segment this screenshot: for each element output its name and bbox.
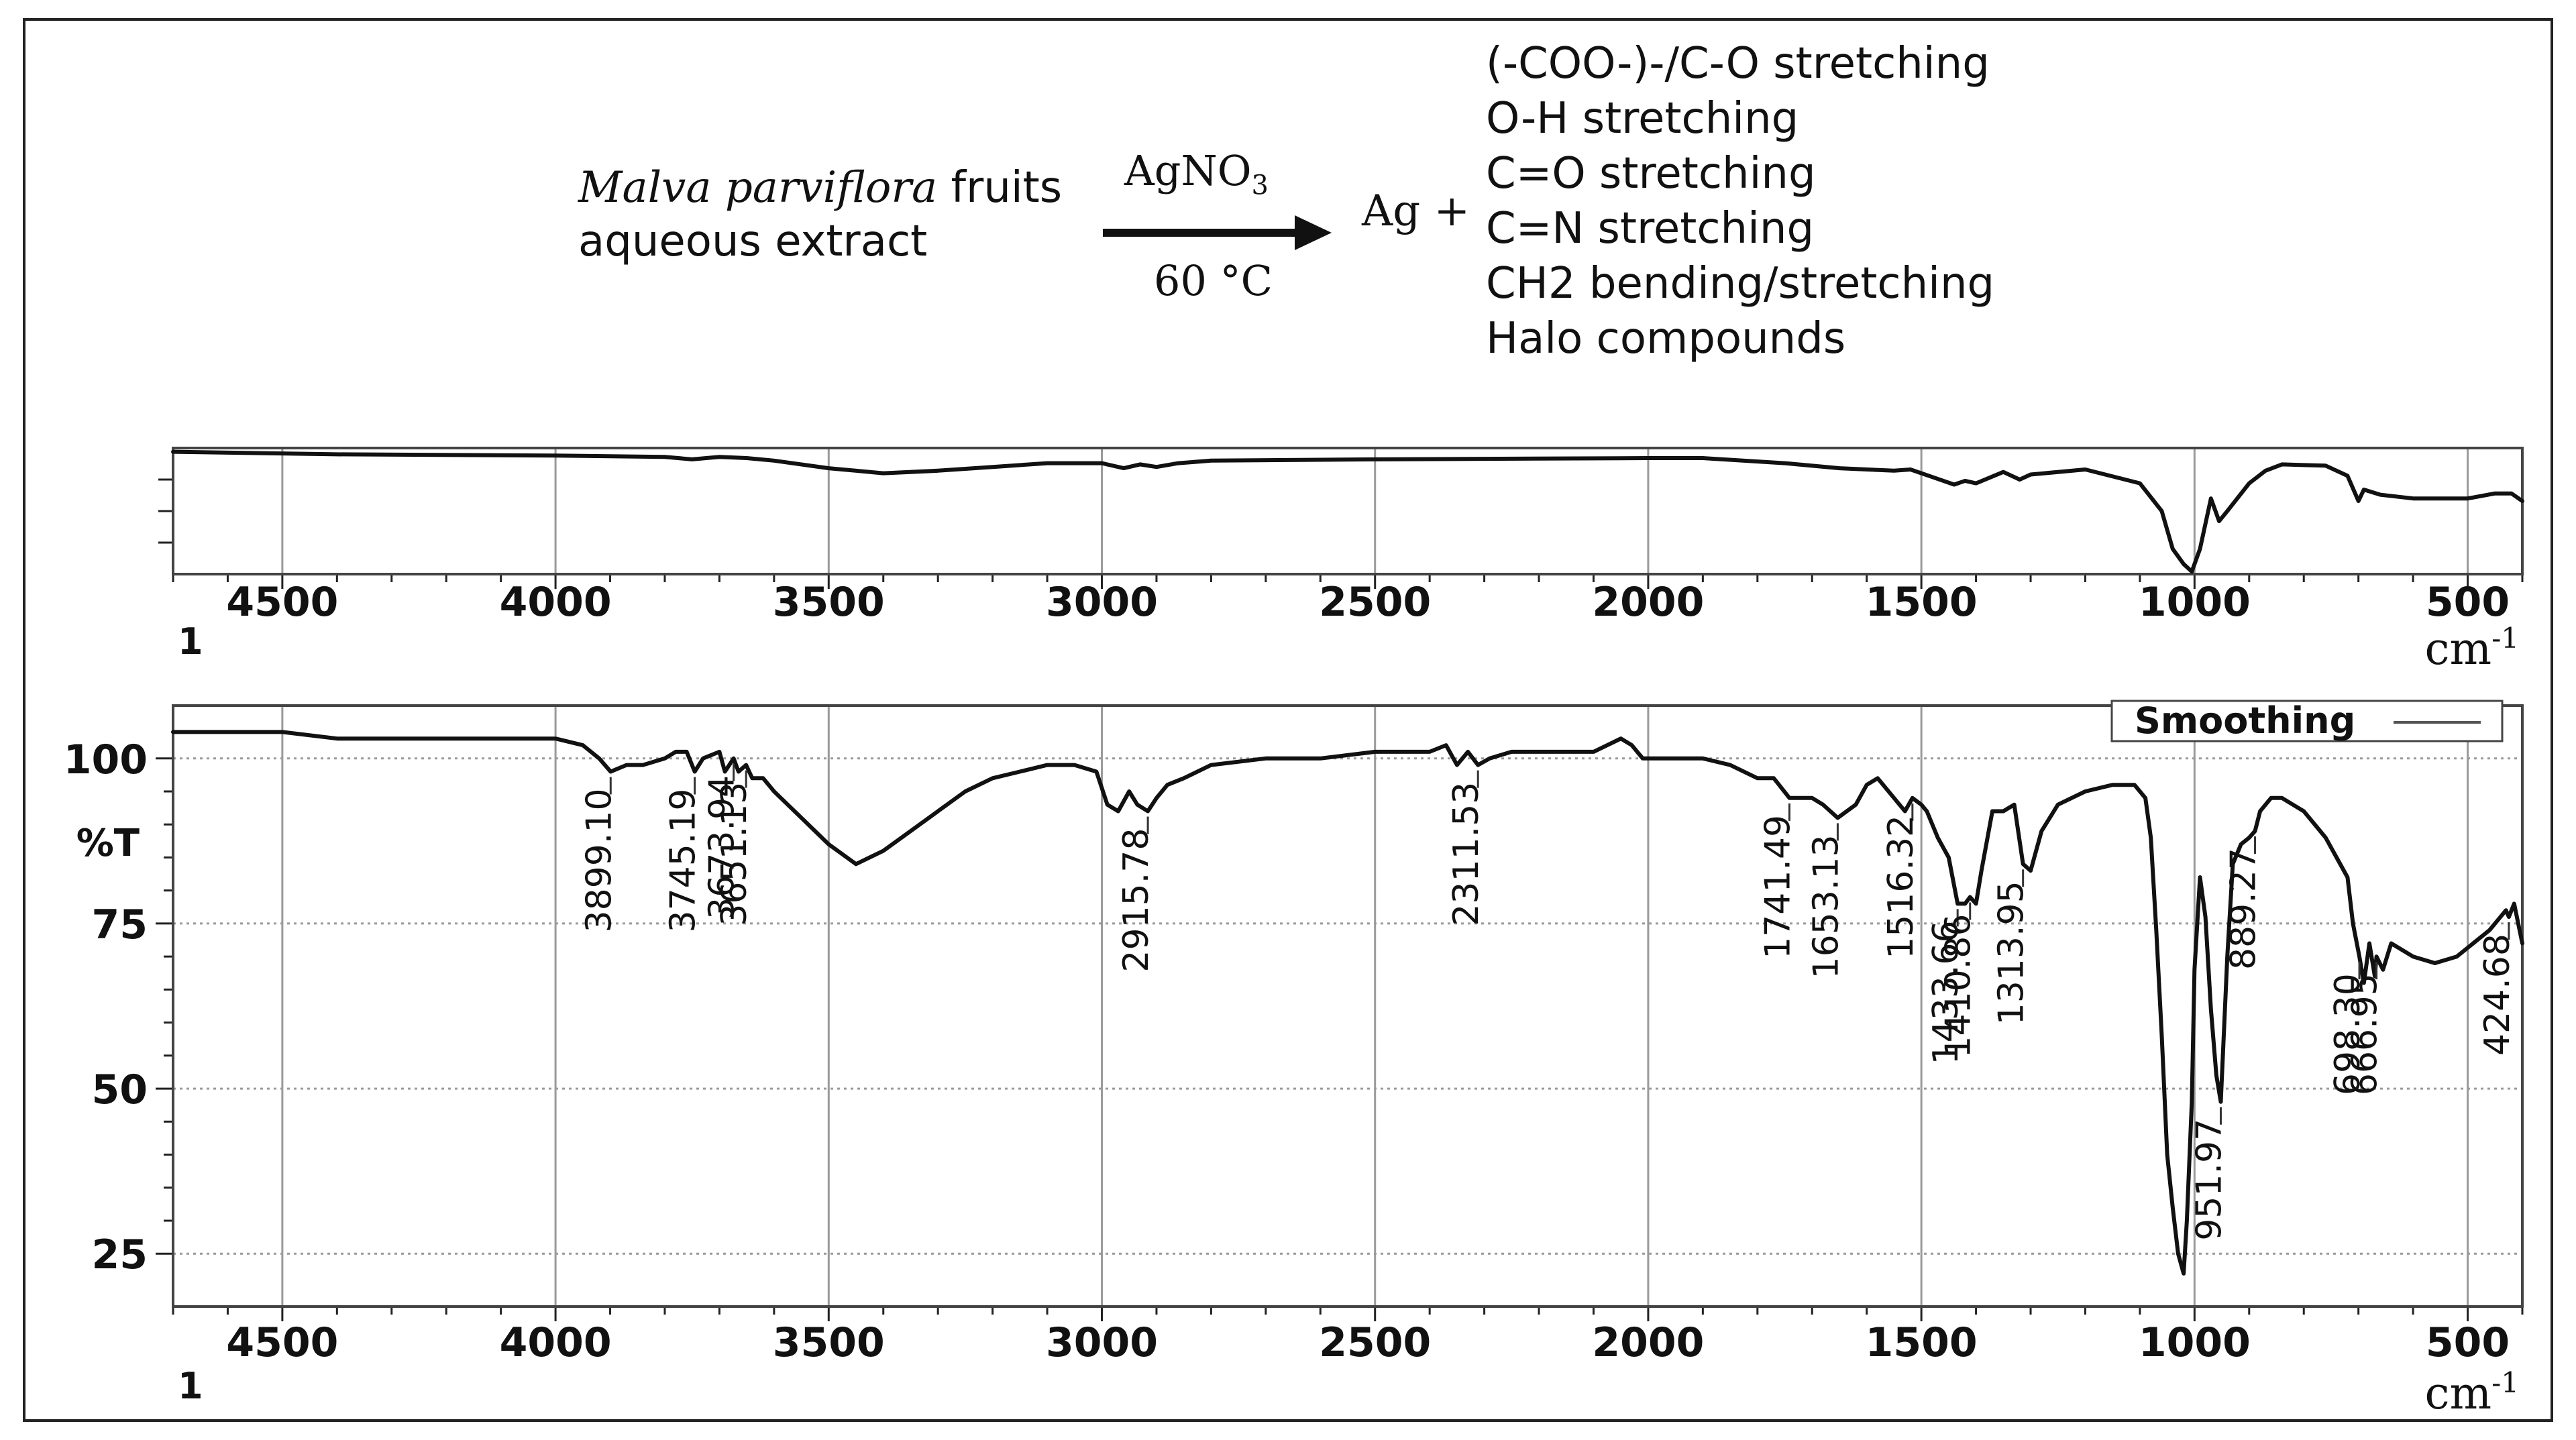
functional-group-item: Halo compounds — [1486, 314, 1846, 364]
functional-group-item: CH2 bending/stretching — [1486, 259, 1995, 309]
x-tick-label: 4500 — [226, 1319, 338, 1366]
peak-label: 951.97 — [2189, 1119, 2229, 1241]
functional-group-item: C=N stretching — [1486, 204, 1815, 254]
product-label: Ag + — [1362, 186, 1470, 236]
x-tick-label: 3000 — [1046, 1319, 1158, 1366]
reagent-label: AgNO3 — [1124, 146, 1269, 201]
functional-group-item: O-H stretching — [1486, 94, 1799, 144]
x-tick-label: 1000 — [2139, 579, 2251, 626]
x-tick-label: 2500 — [1319, 579, 1431, 626]
figure-frame — [23, 18, 2553, 1422]
y-tick-label: 75 — [92, 901, 148, 948]
x-axis-unit: cm-1 — [2425, 622, 2519, 675]
peak-label: 1313.95 — [1992, 881, 2032, 1025]
peak-label: 1516.32 — [1881, 815, 1921, 959]
x-tick-label: 500 — [2426, 1319, 2510, 1366]
peak-label: 1410.86 — [1939, 914, 1979, 1058]
spectrum-line — [171, 730, 2524, 1276]
peak-label: 3899.10 — [579, 788, 619, 932]
peak-label: 1653.13 — [1806, 834, 1846, 979]
plant-suffix: fruits — [937, 163, 1063, 213]
legend-label: Smoothing — [2135, 700, 2355, 742]
peak-label: 2915.78 — [1116, 828, 1157, 973]
functional-group-item: C=O stretching — [1486, 149, 1816, 199]
peak-label: 1741.49 — [1758, 815, 1798, 959]
extract-line2: aqueous extract — [578, 217, 928, 266]
peak-label: 1433.66 — [1926, 920, 1966, 1064]
x-tick-label: 2500 — [1319, 1319, 1431, 1366]
x-tick-label: 1500 — [1866, 579, 1978, 626]
functional-groups-list: (-COO-)-/C-O stretching O-H stretching C… — [1486, 36, 1994, 366]
y-tick-label: 100 — [64, 736, 148, 783]
y-tick-label: 25 — [92, 1231, 148, 1278]
spectrum-line — [171, 449, 2524, 574]
x-tick-label: 2000 — [1592, 579, 1704, 626]
peak-label: 424.68 — [2477, 934, 2518, 1056]
x-tick-label: 2000 — [1592, 1319, 1704, 1366]
peak-label: 2311.53 — [1446, 782, 1487, 926]
y-axis-label: %T — [76, 822, 140, 865]
x-tick-label: 500 — [2426, 579, 2510, 626]
x-tick-label: 4000 — [500, 1319, 612, 1366]
plant-species: Malva parviflora — [578, 163, 938, 213]
x-tick-label: 3500 — [773, 579, 885, 626]
x-tick-label: 3000 — [1046, 579, 1158, 626]
plot-area-frame — [172, 704, 2524, 1308]
x-tick-label: 1500 — [1866, 1319, 1978, 1366]
peak-label: 3673.94 — [702, 775, 743, 920]
x-axis-corner-label: 1 — [178, 620, 203, 663]
reagent-formula: AgNO — [1124, 146, 1252, 195]
peak-label: 3651.13 — [714, 782, 755, 926]
x-tick-label: 4500 — [226, 579, 338, 626]
x-tick-label: 4000 — [500, 579, 612, 626]
x-tick-label: 3500 — [773, 1319, 885, 1366]
peak-label: 666.95 — [2345, 973, 2385, 1095]
peak-label: 889.27 — [2224, 848, 2264, 970]
peak-label: 698.30 — [2328, 973, 2368, 1095]
peak-label: 3745.19 — [663, 788, 704, 932]
plot-area-frame — [172, 447, 2524, 575]
x-axis-corner-label: 1 — [178, 1365, 203, 1407]
functional-group-item: (-COO-)-/C-O stretching — [1486, 39, 1990, 89]
x-axis-unit: cm-1 — [2425, 1366, 2519, 1420]
temperature-label: 60 °C — [1154, 256, 1273, 305]
y-tick-label: 50 — [92, 1066, 148, 1113]
reaction-arrow — [1103, 215, 1332, 250]
extract-label: Malva parviflora fruits aqueous extract — [578, 161, 1062, 268]
x-tick-label: 1000 — [2139, 1319, 2251, 1366]
reagent-subscript: 3 — [1251, 170, 1269, 201]
